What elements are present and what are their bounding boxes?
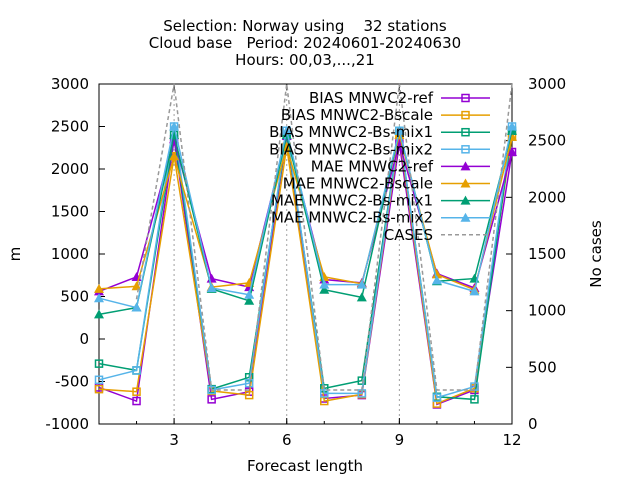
data-point [94,309,104,319]
y2-tick-label: 3000 [528,75,566,93]
legend-marker [460,178,471,188]
data-point [431,269,442,279]
legend-label: BIAS MNWC2-Bs-mix2 [269,140,433,158]
legend-marker [460,195,471,205]
data-point [356,279,367,289]
data-point [94,359,104,368]
data-point [431,275,442,285]
legend-label: BIAS MNWC2-Bs-mix1 [269,123,433,141]
x-tick-label: 12 [502,431,521,449]
y2-tick-label: 0 [528,415,538,433]
y-tick-label: 2000 [51,160,89,178]
data-point [470,395,479,404]
data-point [394,125,405,135]
data-point [132,387,141,396]
data-point [319,284,330,294]
y-tick-label: -1000 [45,415,89,433]
legend-marker [461,93,470,103]
data-point [319,279,330,289]
legend-marker [461,127,470,137]
y-tick-label: 1000 [51,245,89,263]
x-tick-label: 6 [282,431,292,449]
y2-axis-label: No cases [587,220,605,288]
series-line [98,126,513,399]
title-line-3: Hours: 00,03,...,21 [235,51,375,69]
y-tick-label: 2500 [51,118,89,136]
series-line [98,130,513,316]
y2-tick-label: 1500 [528,245,566,263]
y-tick-label: 0 [79,330,89,348]
legend-label: BIAS MNWC2-ref [309,89,434,107]
y-axis-label: m [6,247,24,262]
data-point [432,393,442,402]
axes: 3 6 9 12 3000 2500 2000 1500 1000 500 0 -500 -1000 30… [45,75,566,449]
title-line-2: Cloud base Period: 20240601-20240630 [149,34,461,52]
data-point [169,151,180,161]
legend-label: MAE MNWC2-Bscale [283,175,433,193]
legend-marker [460,212,471,222]
legend-marker [460,161,471,171]
legend-marker [461,145,470,154]
y2-tick-label: 2000 [528,188,566,206]
data-point [169,121,180,131]
y2-tick-label: 1000 [528,302,566,320]
y-tick-label: 3000 [51,75,89,93]
data-point [207,395,216,404]
data-point [281,125,292,135]
legend-label: CASES [384,226,433,244]
series-bias-mnwc2-bs-mix2 [94,122,517,402]
data-point [94,384,104,394]
data-point [132,396,141,406]
legend-label: MAE MNWC2-Bs-mix1 [271,192,433,210]
data-point [469,286,480,296]
data-point [356,292,367,302]
data-point [94,283,104,293]
y2-tick-label: 500 [528,358,557,376]
x-tick-label: 9 [395,431,405,449]
x-tick-label: 3 [169,431,179,449]
series-mae-mnwc2-bs-mix2 [94,121,517,312]
data-point [206,283,217,292]
data-point [207,385,216,395]
title-line-1: Selection: Norway using 32 stations [163,17,447,35]
legend-label: BIAS MNWC2-Bscale [281,106,433,124]
y-tick-label: 500 [60,288,89,306]
data-point [131,302,142,312]
data-point [507,121,517,131]
legend-label: MAE MNWC2-Bs-mix2 [271,209,433,227]
series-layer [94,83,517,409]
legend-marker [461,110,470,120]
x-axis-label: Forecast length [247,457,363,475]
data-point [320,389,329,398]
plot-frame [98,83,513,425]
data-point [244,295,255,305]
data-point [507,147,517,156]
data-point [131,281,142,291]
data-point [94,375,104,385]
data-point [357,376,367,385]
y2-tick-label: 2500 [528,132,566,150]
series-line [98,126,513,309]
y-tick-label: -500 [55,373,89,391]
data-point [244,289,255,299]
data-point [244,390,254,400]
data-point [94,293,104,303]
legend-label: MAE MNWC2-ref [311,157,434,175]
data-point [132,366,141,375]
series-line [98,134,513,405]
y-tick-label: 1500 [51,203,89,221]
chart-title: Selection: Norway using 32 stations Clou… [149,17,461,69]
